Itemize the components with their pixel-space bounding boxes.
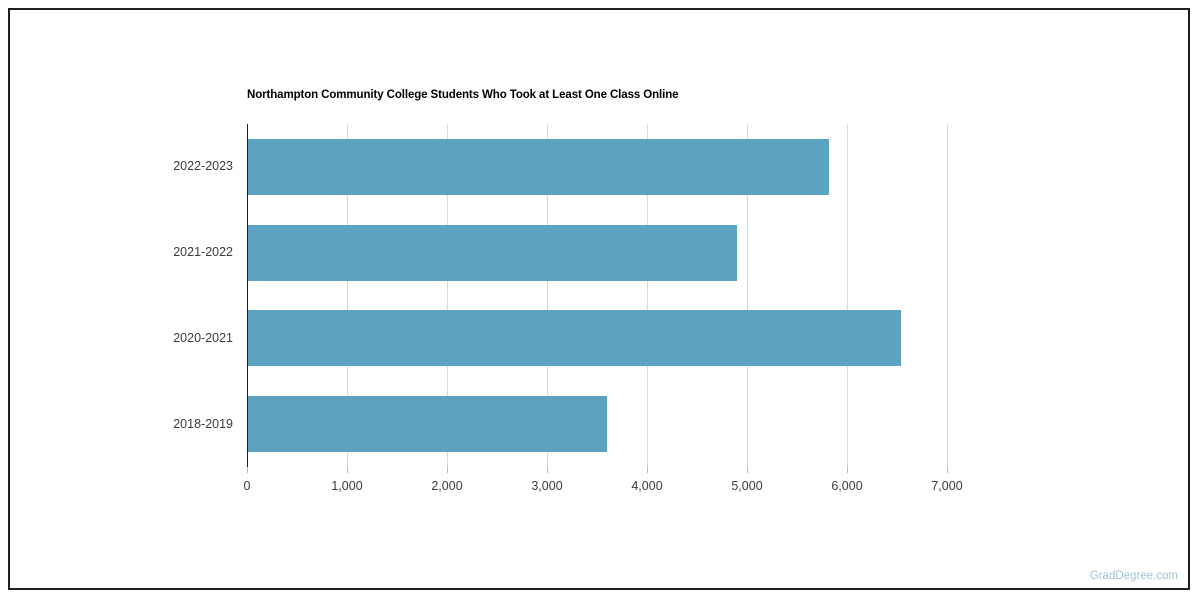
gridline-1000 <box>347 124 348 467</box>
gridline-4000 <box>647 124 648 467</box>
x-axis-tick-label: 5,000 <box>731 479 763 493</box>
y-axis-tick-label: 2022-2023 <box>173 159 233 174</box>
gridline-6000 <box>847 124 848 467</box>
gridline-2000 <box>447 124 448 467</box>
chart-title: Northampton Community College Students W… <box>247 89 679 101</box>
x-axis-tick-label: 0 <box>243 479 251 493</box>
x-axis-tick-mark <box>647 467 648 473</box>
x-axis-tick-mark <box>547 467 548 473</box>
gridline-3000 <box>547 124 548 467</box>
bar-row: 2022-2023 <box>173 138 947 195</box>
x-axis-tick-mark <box>447 467 448 473</box>
bar <box>247 138 829 195</box>
axis-line-zero <box>247 124 248 467</box>
y-axis-tick-label: 2021-2022 <box>173 245 233 260</box>
x-axis-tick-label: 7,000 <box>931 479 963 493</box>
x-axis-tick-mark <box>347 467 348 473</box>
x-axis-tick-mark <box>247 467 248 473</box>
bar-row: 2020-2021 <box>173 310 947 367</box>
plot-area: 2022-2023 2021-2022 2020-2021 2018-2019 <box>173 124 948 467</box>
bar-series: 2022-2023 2021-2022 2020-2021 2018-2019 <box>173 124 947 467</box>
x-axis: 0 1,000 2,000 3,000 4,000 5,000 6,000 7,000 <box>243 467 963 497</box>
x-axis-tick-label: 4,000 <box>631 479 663 493</box>
x-axis-tick-mark <box>947 467 948 473</box>
bar-row: 2021-2022 <box>173 224 947 281</box>
bar <box>247 396 607 453</box>
bar-row: 2018-2019 <box>173 396 947 453</box>
y-axis-tick-label: 2018-2019 <box>173 416 233 431</box>
gridline-5000 <box>747 124 748 467</box>
y-axis-tick-label: 2020-2021 <box>173 330 233 345</box>
gridline-7000 <box>947 124 948 467</box>
x-axis-tick-mark <box>747 467 748 473</box>
chart-frame: Northampton Community College Students W… <box>8 8 1190 590</box>
x-axis-tick-label: 2,000 <box>431 479 463 493</box>
x-axis-tick-mark <box>847 467 848 473</box>
x-axis-tick-label: 6,000 <box>831 479 863 493</box>
x-axis-tick-label: 3,000 <box>531 479 563 493</box>
x-axis-tick-label: 1,000 <box>331 479 363 493</box>
watermark-label: GradDegree.com <box>1089 570 1178 582</box>
bar <box>247 310 901 367</box>
bar <box>247 224 737 281</box>
